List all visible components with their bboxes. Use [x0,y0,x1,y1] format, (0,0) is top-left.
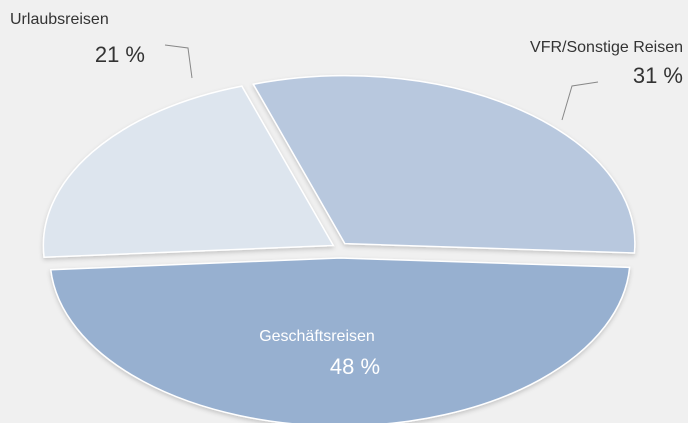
pie [42,74,636,423]
value-label: 48 % [330,354,380,379]
category-label: Geschäftsreisen [259,328,375,345]
connector [164,44,193,79]
connector [561,81,599,121]
category-label: Urlaubsreisen [10,11,109,28]
category-label: VFR/Sonstige Reisen [530,39,683,56]
pie-slice [49,257,631,423]
pie-slice [252,74,636,254]
value-label: 21 % [95,42,145,67]
pie-slice [42,85,335,259]
value-label: 31 % [633,63,683,88]
